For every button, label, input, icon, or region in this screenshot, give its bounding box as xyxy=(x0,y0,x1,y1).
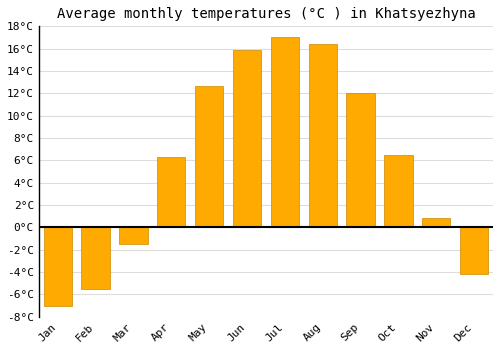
Bar xyxy=(270,37,299,228)
Bar xyxy=(233,50,261,228)
Bar xyxy=(119,228,148,244)
Title: Average monthly temperatures (°C ) in Khatsyezhyna: Average monthly temperatures (°C ) in Kh… xyxy=(56,7,476,21)
Bar xyxy=(346,93,375,228)
Bar xyxy=(44,228,72,306)
Bar xyxy=(157,157,186,228)
Bar xyxy=(195,85,224,228)
Bar xyxy=(82,228,110,289)
Bar xyxy=(422,218,450,228)
Bar xyxy=(308,44,337,228)
Bar xyxy=(384,155,412,228)
Bar xyxy=(460,228,488,274)
